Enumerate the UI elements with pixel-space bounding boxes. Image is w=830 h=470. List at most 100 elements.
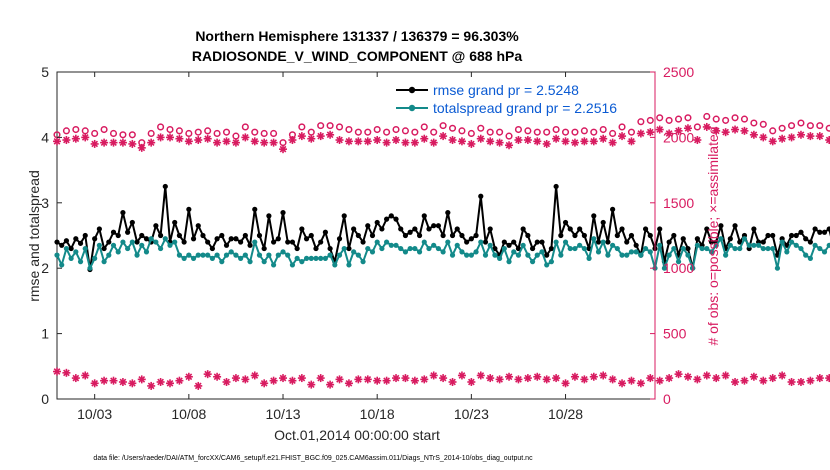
data-point [699, 245, 705, 252]
data-point [473, 232, 479, 239]
possible-marker [505, 132, 513, 140]
data-point [591, 236, 597, 242]
data-point [671, 245, 677, 252]
data-point [803, 252, 809, 258]
assimilated-marker [156, 133, 165, 142]
assimilated-marker [825, 374, 830, 383]
data-point [247, 259, 253, 265]
assimilated-marker [194, 136, 203, 145]
assimilated-marker [175, 376, 184, 385]
assimilated-marker [570, 138, 579, 147]
possible-marker [91, 129, 99, 138]
data-point [464, 252, 470, 258]
possible-marker [759, 120, 767, 128]
assimilated-marker [326, 130, 335, 139]
data-point [294, 245, 300, 252]
assimilated-marker [363, 137, 372, 146]
data-point [431, 242, 437, 248]
data-point [336, 252, 343, 258]
possible-marker [561, 128, 570, 136]
assimilated-marker [213, 372, 222, 381]
possible-marker [448, 124, 457, 132]
data-point [572, 232, 578, 239]
data-point [600, 219, 606, 226]
data-point [459, 249, 465, 255]
data-point [101, 259, 107, 265]
data-point [223, 252, 230, 258]
data-point [157, 232, 164, 239]
data-point [826, 226, 830, 232]
data-point [610, 242, 616, 248]
data-point [473, 249, 479, 255]
data-point [506, 242, 512, 248]
data-point [544, 262, 550, 268]
assimilated-marker [495, 375, 504, 384]
data-point [680, 245, 686, 252]
possible-marker [62, 127, 70, 135]
assimilated-marker [542, 139, 551, 148]
data-point [713, 242, 719, 248]
assimilated-marker [702, 122, 711, 131]
data-point [544, 252, 550, 258]
assimilated-marker [307, 134, 316, 143]
y-right-tick-label: 500 [663, 326, 687, 342]
data-point [200, 232, 206, 239]
assimilated-marker [608, 375, 617, 384]
assimilated-marker [297, 374, 306, 383]
series-asterisk-4 [53, 367, 830, 390]
x-tick-label: 10/13 [265, 406, 300, 422]
data-point [285, 252, 291, 258]
data-point [812, 242, 818, 248]
data-point [120, 210, 126, 216]
x-tick-label: 10/28 [548, 406, 583, 422]
data-point [139, 242, 145, 248]
data-point [515, 245, 522, 252]
data-point [605, 239, 611, 245]
data-point [68, 245, 74, 252]
possible-marker [317, 122, 325, 130]
data-point [454, 242, 460, 248]
possible-marker [674, 115, 683, 123]
data-point [195, 252, 201, 258]
data-point [63, 245, 70, 252]
possible-marker [383, 128, 391, 136]
data-point [548, 259, 555, 265]
data-point [539, 239, 545, 245]
data-point [642, 245, 649, 252]
data-point [341, 245, 347, 252]
data-point [492, 252, 498, 258]
data-point [129, 219, 135, 226]
assimilated-marker [495, 138, 504, 147]
data-point [247, 242, 253, 248]
assimilated-marker [222, 137, 231, 146]
data-point [77, 240, 84, 246]
data-point [115, 249, 121, 255]
data-point [318, 255, 324, 261]
possible-marker [477, 124, 485, 132]
assimilated-marker [608, 138, 617, 147]
data-point [445, 239, 451, 245]
data-point [242, 252, 248, 258]
assimilated-marker [260, 379, 269, 388]
data-point [407, 229, 413, 235]
data-point [680, 236, 686, 242]
possible-marker [166, 126, 174, 134]
data-point [379, 226, 385, 232]
data-point [82, 232, 88, 239]
possible-marker [467, 129, 475, 138]
assimilated-marker [373, 136, 382, 145]
data-point [464, 239, 470, 245]
data-point [548, 245, 555, 252]
assimilated-marker [768, 374, 777, 383]
y-tick-label: 4 [41, 129, 49, 145]
data-point [327, 252, 333, 258]
data-point [172, 219, 178, 226]
possible-marker [552, 126, 560, 134]
data-point [54, 252, 60, 258]
data-point [266, 213, 272, 219]
assimilated-marker [712, 374, 721, 383]
data-point [351, 226, 357, 232]
assimilated-marker [514, 375, 523, 384]
data-point [125, 229, 131, 235]
assimilated-marker [787, 133, 796, 142]
